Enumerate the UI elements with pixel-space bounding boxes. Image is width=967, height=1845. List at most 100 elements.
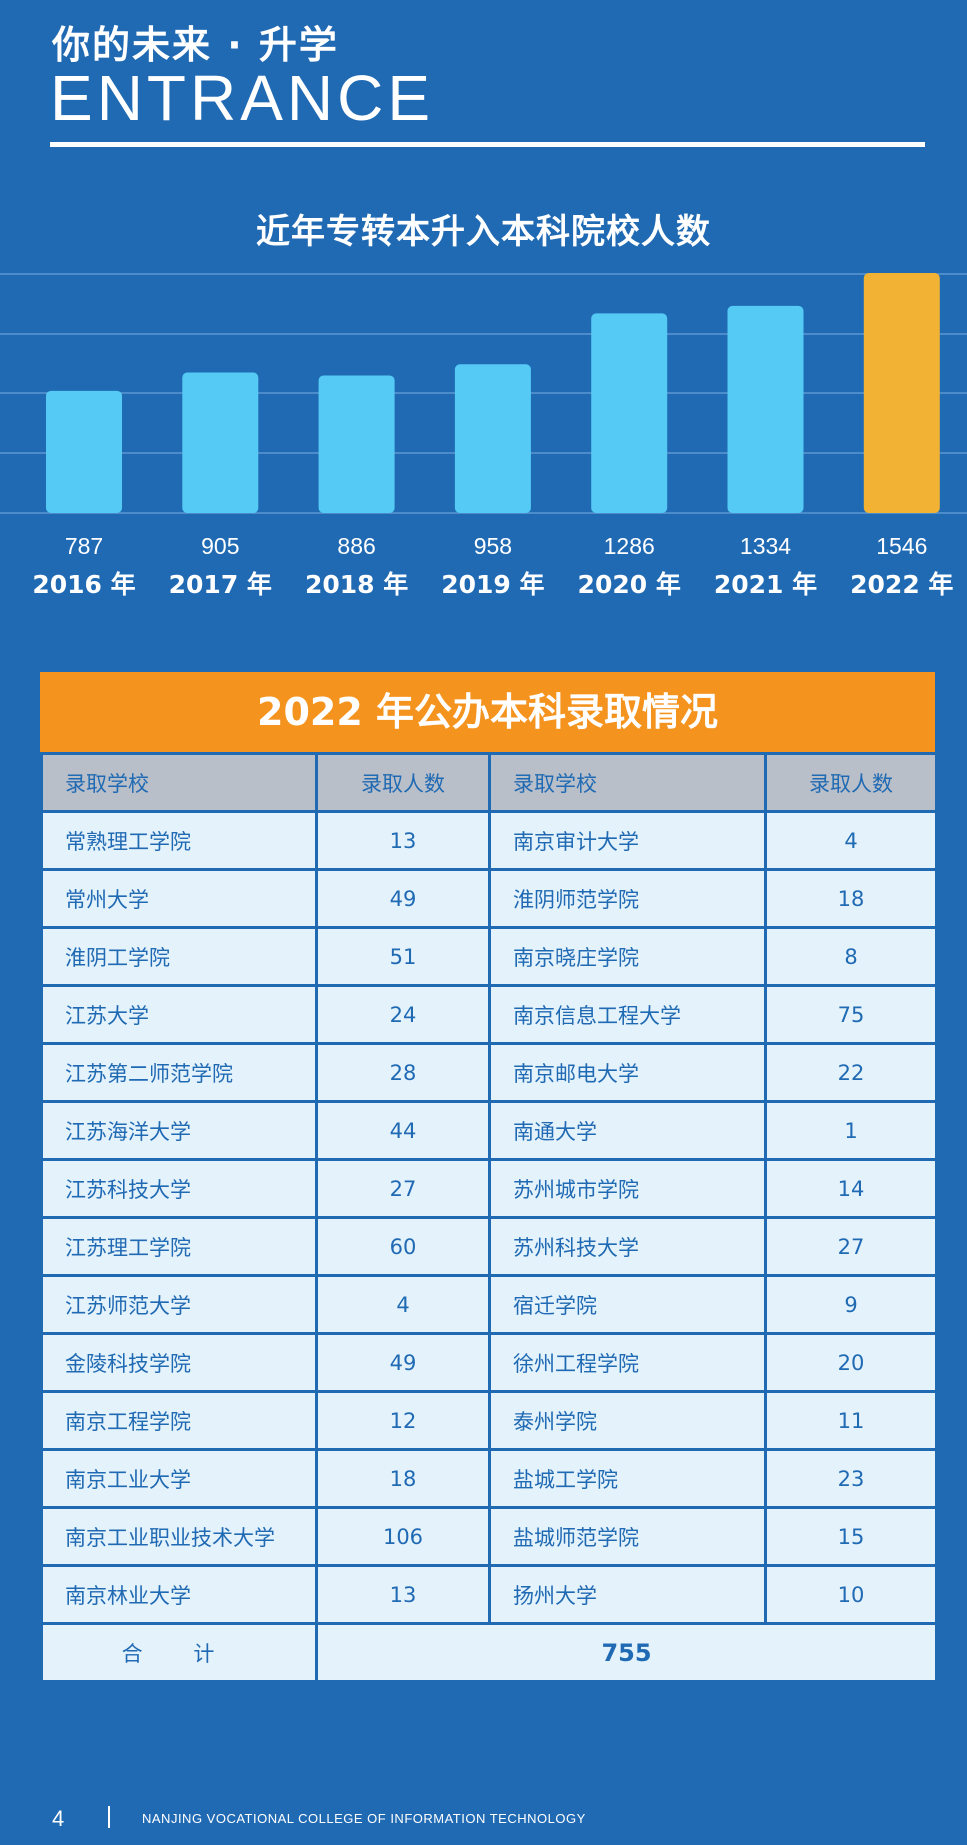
admission-count-cell: 18 — [315, 1448, 491, 1509]
bar — [182, 372, 259, 513]
school-name-cell: 江苏理工学院 — [40, 1216, 318, 1277]
school-name-cell: 南京工业职业技术大学 — [40, 1506, 318, 1567]
header-school: 录取学校 — [488, 752, 767, 813]
school-name-cell: 徐州工程学院 — [488, 1332, 767, 1393]
admission-count-cell: 18 — [764, 868, 938, 929]
category-label: 2019 年 — [441, 570, 544, 599]
school-name-cell: 苏州科技大学 — [488, 1216, 767, 1277]
admission-count-cell: 24 — [315, 984, 491, 1045]
admission-count-cell: 13 — [315, 1564, 491, 1625]
admission-count-cell: 9 — [764, 1274, 938, 1335]
table-row: 常州大学 49 淮阴师范学院 18 — [40, 868, 938, 929]
school-name-cell: 盐城师范学院 — [488, 1506, 767, 1567]
admission-count-cell: 60 — [315, 1216, 491, 1277]
table-row: 江苏海洋大学 44 南通大学 1 — [40, 1100, 938, 1161]
admission-count-cell: 27 — [764, 1216, 938, 1277]
admission-count-cell: 4 — [315, 1274, 491, 1335]
school-name-cell: 盐城工学院 — [488, 1448, 767, 1509]
admission-count-cell: 23 — [764, 1448, 938, 1509]
school-name-cell: 常州大学 — [40, 868, 318, 929]
school-name-cell: 宿迁学院 — [488, 1274, 767, 1335]
school-name-cell: 常熟理工学院 — [40, 810, 318, 871]
admission-count-cell: 1 — [764, 1100, 938, 1161]
admission-count-cell: 13 — [315, 810, 491, 871]
category-label: 2017 年 — [169, 570, 272, 599]
school-name-cell: 南京信息工程大学 — [488, 984, 767, 1045]
school-name-cell: 南京林业大学 — [40, 1564, 318, 1625]
value-label: 1546 — [876, 533, 927, 559]
table-row: 淮阴工学院 51 南京晓庄学院 8 — [40, 926, 938, 987]
school-name-cell: 扬州大学 — [488, 1564, 767, 1625]
bar — [46, 390, 122, 513]
header-title-cn: 你的未来 · 升学 — [52, 23, 339, 67]
school-name-cell: 江苏科技大学 — [40, 1158, 318, 1219]
bar — [863, 273, 940, 513]
table-title: 2022 年公办本科录取情况 — [40, 672, 935, 752]
admission-count-cell: 4 — [764, 810, 938, 871]
admission-count-cell: 20 — [764, 1332, 938, 1393]
header-count: 录取人数 — [315, 752, 491, 813]
school-name-cell: 江苏海洋大学 — [40, 1100, 318, 1161]
table-total-row: 合 计 755 — [40, 1622, 938, 1683]
school-name-cell: 江苏大学 — [40, 984, 318, 1045]
table-row: 江苏科技大学 27 苏州城市学院 14 — [40, 1158, 938, 1219]
school-name-cell: 南京晓庄学院 — [488, 926, 767, 987]
school-name-cell: 南京邮电大学 — [488, 1042, 767, 1103]
bar — [591, 313, 668, 513]
table-row: 南京工业大学 18 盐城工学院 23 — [40, 1448, 938, 1509]
school-name-cell: 泰州学院 — [488, 1390, 767, 1451]
value-label: 787 — [65, 533, 103, 559]
table-row: 南京林业大学 13 扬州大学 10 — [40, 1564, 938, 1625]
value-label: 1286 — [604, 533, 655, 559]
admission-count-cell: 106 — [315, 1506, 491, 1567]
school-name-cell: 南京工程学院 — [40, 1390, 318, 1451]
category-label: 2016 年 — [32, 570, 135, 599]
header-divider — [50, 142, 925, 147]
table-row: 常熟理工学院 13 南京审计大学 4 — [40, 810, 938, 871]
bar-chart: 787 2016 年 905 2017 年 886 2018 年 958 2019 年 1286… — [0, 273, 967, 599]
admission-count-cell: 11 — [764, 1390, 938, 1451]
total-value: 755 — [315, 1622, 938, 1683]
admission-count-cell: 75 — [764, 984, 938, 1045]
category-label: 2021 年 — [714, 570, 817, 599]
table-row: 江苏第二师范学院 28 南京邮电大学 22 — [40, 1042, 938, 1103]
school-name-cell: 南京工业大学 — [40, 1448, 318, 1509]
total-label: 合 计 — [40, 1622, 318, 1683]
school-name-cell: 江苏第二师范学院 — [40, 1042, 318, 1103]
school-name-cell: 金陵科技学院 — [40, 1332, 318, 1393]
admission-count-cell: 8 — [764, 926, 938, 987]
value-label: 958 — [474, 533, 512, 559]
table-row: 南京工业职业技术大学 106 盐城师范学院 15 — [40, 1506, 938, 1567]
school-name-cell: 江苏师范大学 — [40, 1274, 318, 1335]
school-name-cell: 淮阴师范学院 — [488, 868, 767, 929]
value-label: 886 — [337, 533, 375, 559]
header-title-en: ENTRANCE — [50, 62, 435, 134]
admission-table-panel: 2022 年公办本科录取情况 录取学校 录取人数 录取学校 录取人数 常熟理工学… — [40, 672, 938, 1683]
admission-count-cell: 49 — [315, 1332, 491, 1393]
table-row: 金陵科技学院 49 徐州工程学院 20 — [40, 1332, 938, 1393]
table-row: 江苏师范大学 4 宿迁学院 9 — [40, 1274, 938, 1335]
admission-count-cell: 15 — [764, 1506, 938, 1567]
page-number: 4 — [52, 1806, 65, 1831]
value-label: 1334 — [740, 533, 791, 559]
chart-title: 近年专转本升入本科院校人数 — [256, 212, 711, 252]
admission-count-cell: 22 — [764, 1042, 938, 1103]
header-school: 录取学校 — [40, 752, 318, 813]
school-name-cell: 苏州城市学院 — [488, 1158, 767, 1219]
school-name-cell: 南通大学 — [488, 1100, 767, 1161]
admission-count-cell: 51 — [315, 926, 491, 987]
table-body: 常熟理工学院 13 南京审计大学 4 常州大学 49 淮阴师范学院 18 淮阴工学院 51 南京晓庄… — [40, 810, 938, 1625]
bar — [318, 375, 395, 513]
admission-count-cell: 27 — [315, 1158, 491, 1219]
category-label: 2018 年 — [305, 570, 408, 599]
admission-count-cell: 10 — [764, 1564, 938, 1625]
admission-count-cell: 28 — [315, 1042, 491, 1103]
table-row: 江苏大学 24 南京信息工程大学 75 — [40, 984, 938, 1045]
admission-count-cell: 44 — [315, 1100, 491, 1161]
admission-count-cell: 14 — [764, 1158, 938, 1219]
bar — [454, 364, 531, 513]
admission-count-cell: 49 — [315, 868, 491, 929]
category-label: 2020 年 — [578, 570, 681, 599]
table-header-row: 录取学校 录取人数 录取学校 录取人数 — [40, 752, 938, 813]
value-label: 905 — [201, 533, 239, 559]
